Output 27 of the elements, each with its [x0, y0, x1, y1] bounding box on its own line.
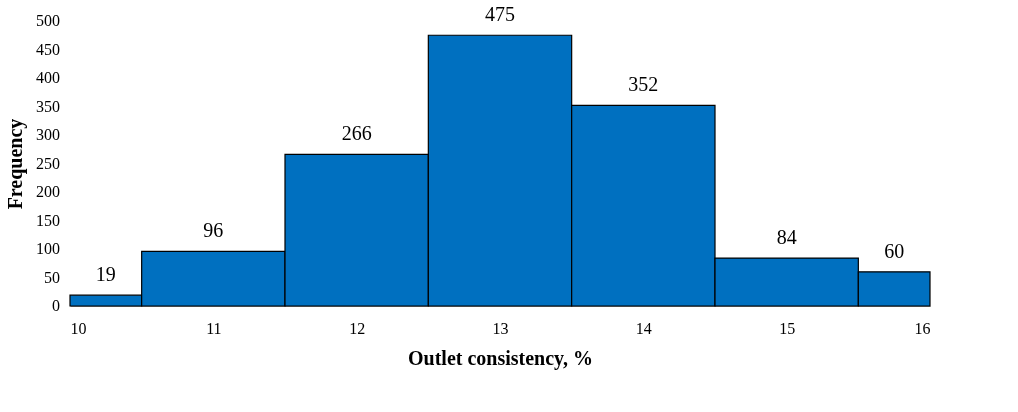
- y-tick-label: 450: [36, 40, 60, 58]
- x-tick-label: 11: [206, 319, 222, 337]
- data-label: 60: [884, 239, 905, 262]
- y-tick-label: 150: [36, 211, 60, 229]
- y-tick-label: 500: [36, 12, 60, 29]
- y-tick-label: 0: [52, 297, 60, 314]
- data-label: 96: [203, 219, 224, 242]
- x-tick-label: 13: [492, 319, 509, 337]
- x-tick-label: 15: [779, 319, 796, 337]
- x-tick-label: 14: [635, 319, 652, 337]
- y-tick-label: 250: [36, 154, 60, 172]
- data-label: 266: [341, 122, 372, 145]
- x-tick-label: 12: [349, 319, 366, 337]
- y-tick-label: 350: [36, 97, 60, 115]
- y-tick-label: 200: [36, 183, 60, 200]
- y-tick-label: 50: [44, 268, 60, 286]
- y-tick-label: 400: [36, 69, 60, 86]
- y-tick-label: 100: [36, 240, 60, 257]
- x-tick-label: 10: [70, 319, 87, 337]
- x-tick-label: 16: [914, 319, 931, 337]
- data-label: 475: [485, 3, 515, 26]
- x-axis-title: Outlet consistency, %: [408, 346, 593, 370]
- data-label: 84: [776, 226, 797, 249]
- y-tick-label: 300: [36, 126, 60, 143]
- data-label: 19: [95, 263, 116, 286]
- data-label: 352: [628, 73, 659, 96]
- y-axis-title: Frequency: [3, 118, 27, 210]
